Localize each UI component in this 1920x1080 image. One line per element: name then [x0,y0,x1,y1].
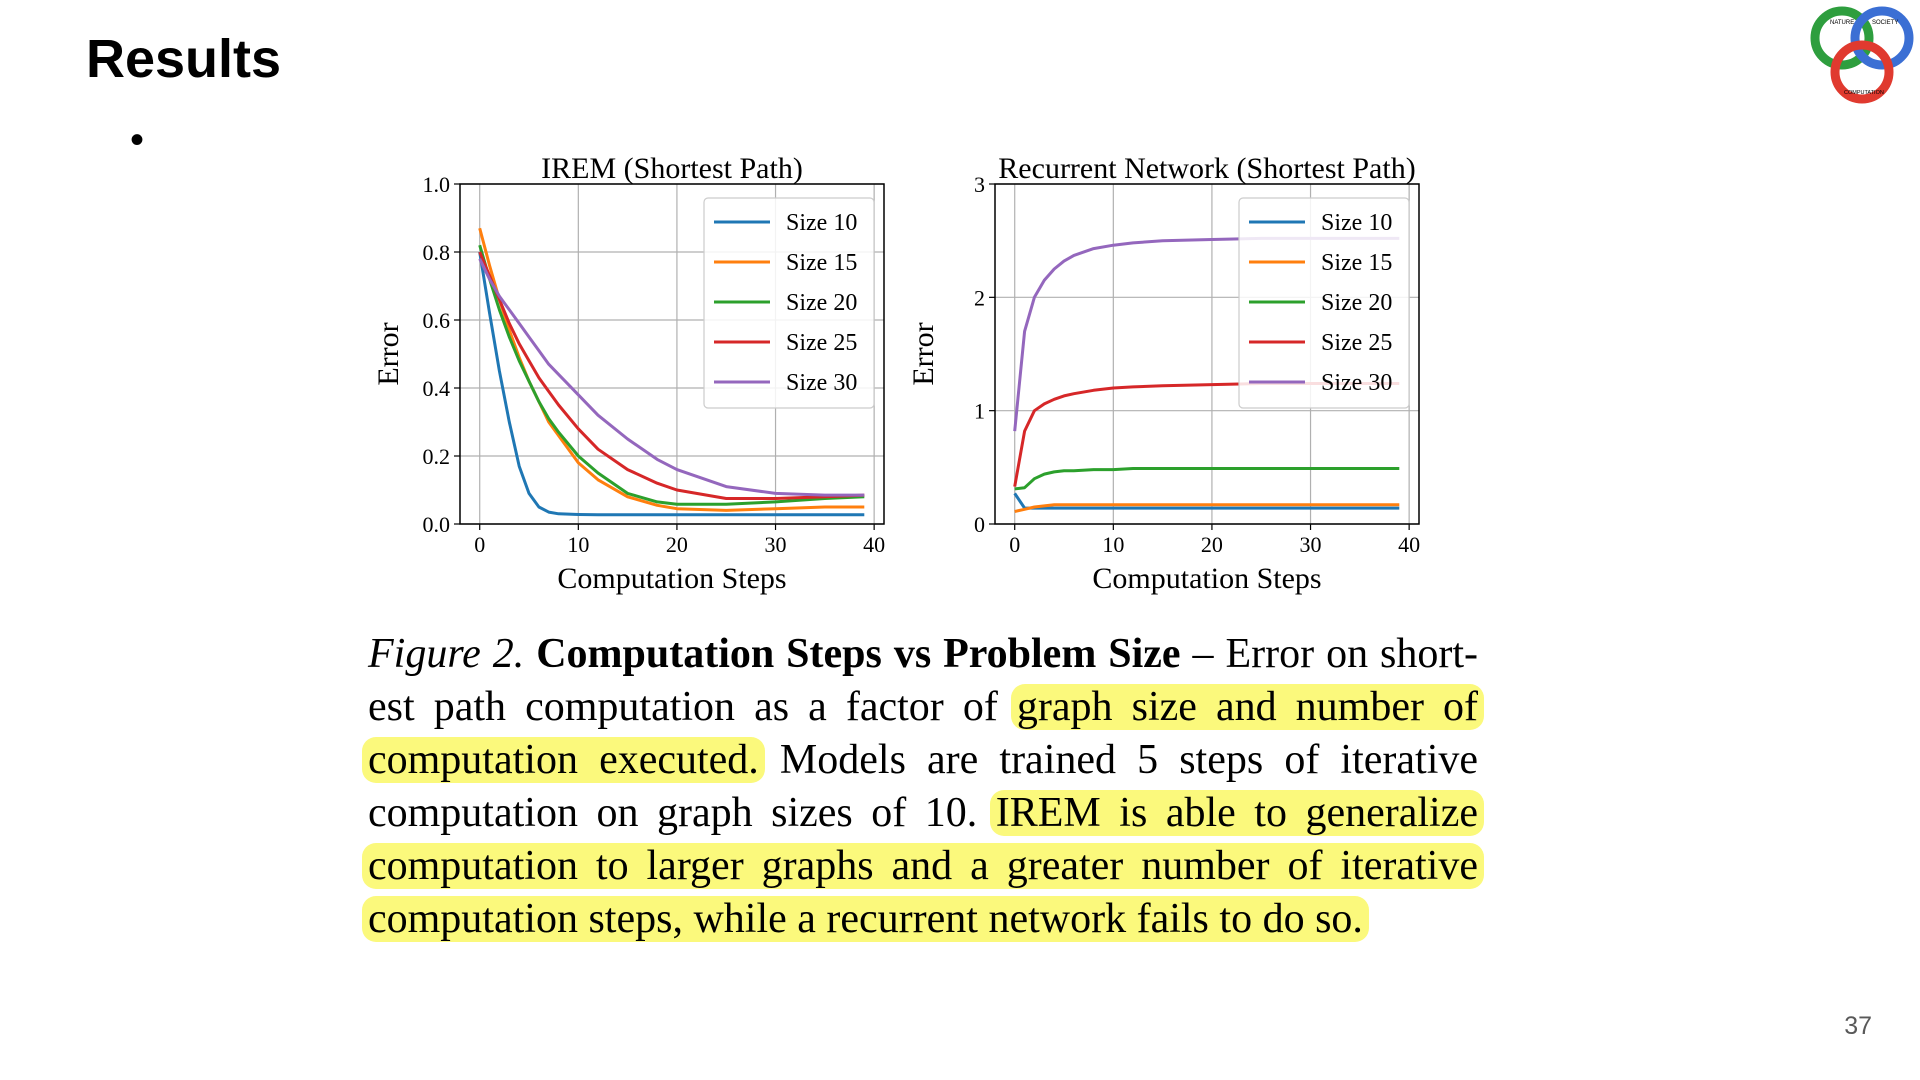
legend-box [703,197,875,409]
page-number: 37 [1844,1012,1872,1040]
logo-text-society: SOCIETY [1872,20,1898,26]
x-tick-label: 10 [1102,532,1124,557]
x-tick-label: 0 [474,532,485,557]
y-tick-label: 0.0 [423,512,451,537]
caption-text: Figure 2. [368,631,525,677]
x-tick-label: 10 [567,532,589,557]
series-line-size-10 [478,251,865,517]
legend-label: Size 25 [786,330,857,356]
caption-text: – Error on short- [1180,631,1479,677]
legend-label: Size 10 [1321,210,1392,236]
nature-society-computation-logo: NATURE SOCIETY COMPUTATION [1810,6,1914,104]
caption-text: Models are trained 5 steps of iterative [758,737,1479,783]
caption-text: est path computation as a factor of [368,684,1017,730]
caption-line: est path computation as a factor of grap… [368,681,1485,734]
y-tick-label: 1.0 [423,172,451,197]
slide-title: Results [86,29,282,89]
series-line-size-20 [478,244,865,506]
bullet-point: • [130,118,145,162]
series-line-size-25 [478,251,865,500]
y-tick-label: 2 [974,285,985,310]
figure-caption: Figure 2. Computation Steps vs Problem S… [362,628,1485,946]
legend-label: Size 15 [1321,250,1392,276]
caption-line: computation to larger graphs and a great… [362,840,1484,893]
caption-highlight: IREM is able to generalize [989,790,1484,836]
legend-label: Size 20 [786,290,857,316]
x-tick-label: 30 [1300,532,1322,557]
y-tick-label: 0.4 [423,376,451,401]
y-tick-label: 0.6 [423,308,451,333]
series-line-size-15 [478,227,865,512]
caption-text: Computation Steps vs Problem Size [536,631,1181,677]
series-line-size-10 [1013,492,1400,510]
series-line-size-20 [1014,467,1400,491]
chart-2: 0 10 20 30 40 0 1 2 3 Recurrent Network (Shortest… [907,152,1420,595]
caption-line: Figure 2. Computation Steps vs Problem S… [368,628,1478,681]
chart-title: Recurrent Network (Shortest Path) [998,152,1415,185]
chart-1: 0 10 20 30 40 0.0 0.2 0.4 0.6 0.8 1.0 IREM (Shortes… [372,152,885,595]
legend-label: Size 30 [786,370,857,396]
caption-text [524,631,536,677]
x-tick-label: 30 [765,532,787,557]
x-axis-label: Computation Steps [557,562,786,595]
x-tick-label: 40 [1398,532,1420,557]
y-tick-label: 3 [974,172,985,197]
caption-line: computation executed. Models are trained… [362,734,1479,787]
plot-frame [459,183,885,525]
y-tick-label: 0 [974,512,985,537]
series-line-size-30 [478,258,865,497]
caption-text: computation on graph sizes of 10. [368,790,996,836]
x-tick-label: 40 [863,532,885,557]
caption-line: computation on graph sizes of 10. IREM i… [368,787,1484,840]
x-axis-label: Computation Steps [1092,562,1321,595]
caption-highlight: graph size and number of [1010,684,1485,730]
legend-label: Size 10 [786,210,857,236]
caption-highlight: computation executed. [362,737,765,783]
logo-text-nature: NATURE [1830,20,1854,26]
legend-label: Size 30 [1321,370,1392,396]
legend-label: Size 15 [786,250,857,276]
x-tick-label: 20 [666,532,688,557]
y-tick-label: 1 [974,399,985,424]
legend-label: Size 25 [1321,330,1392,356]
x-tick-label: 20 [1201,532,1223,557]
legend-box [1238,197,1410,409]
y-tick-label: 0.2 [423,444,451,469]
y-axis-label: Error [372,322,405,385]
y-tick-label: 0.8 [423,240,451,265]
figure-charts: 0 10 20 30 400.00.20.40.60.81.0 IREM (Shortes… [372,152,1420,595]
legend-label: Size 20 [1321,290,1392,316]
logo-green-ring [1810,6,1874,70]
caption-highlight: computation steps, while a recurrent net… [362,896,1369,942]
logo-text-computation: COMPUTATION [1844,90,1884,96]
logo-red-ring [1830,40,1894,104]
chart-title: IREM (Shortest Path) [541,152,803,185]
logo-blue-ring [1850,6,1914,70]
x-tick-label: 0 [1009,532,1020,557]
series-line-size-15 [1014,503,1400,513]
plot-frame [994,183,1420,525]
caption-line: computation steps, while a recurrent net… [362,893,1478,946]
y-axis-label: Error [907,322,940,385]
caption-highlight: computation to larger graphs and a great… [362,843,1484,889]
